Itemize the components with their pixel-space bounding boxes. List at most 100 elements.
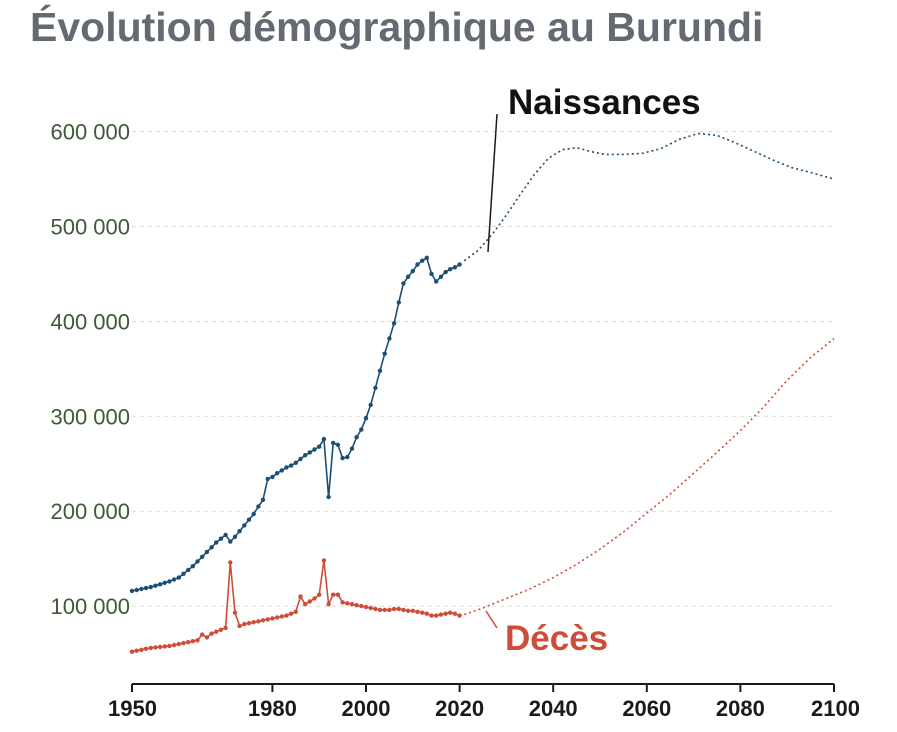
deces-point bbox=[429, 613, 434, 618]
naissances-point bbox=[279, 468, 284, 473]
deces-point bbox=[223, 625, 228, 631]
x-tick-label: 1980 bbox=[248, 696, 297, 721]
y-axis: 100 000 200 000 300 000 400 000 500 000 600 0… bbox=[50, 120, 130, 619]
naissances-point bbox=[195, 559, 200, 564]
naissances-point bbox=[391, 321, 397, 326]
naissances-point bbox=[410, 268, 415, 274]
naissances-projection-line bbox=[463, 132, 835, 262]
deces-point bbox=[401, 607, 406, 613]
x-tick-label: 2100 bbox=[811, 696, 860, 721]
naissances-leader-line bbox=[487, 113, 498, 253]
series-naissances bbox=[129, 132, 835, 594]
deces-point bbox=[349, 602, 355, 607]
series-layer bbox=[129, 132, 835, 654]
deces-point bbox=[153, 645, 158, 650]
deces-point bbox=[171, 642, 177, 648]
naissances-point bbox=[251, 511, 256, 517]
naissances-point bbox=[274, 471, 280, 476]
naissances-point bbox=[457, 262, 462, 267]
naissances-point bbox=[349, 446, 355, 451]
x-tick-label: 1950 bbox=[108, 696, 157, 721]
deces-point bbox=[218, 627, 224, 632]
x-tick-label: 2080 bbox=[716, 696, 765, 721]
naissances-point bbox=[129, 588, 135, 594]
deces-point bbox=[270, 616, 275, 621]
naissances-point bbox=[143, 585, 149, 591]
naissances-point bbox=[345, 454, 350, 460]
deces-point bbox=[209, 631, 214, 636]
deces-point bbox=[242, 621, 247, 627]
naissances-point bbox=[186, 567, 191, 573]
deces-point bbox=[228, 560, 233, 565]
deces-point bbox=[162, 644, 167, 649]
y-tick-label: 100 000 bbox=[50, 594, 130, 619]
deces-point bbox=[396, 606, 401, 612]
naissances-historical-line bbox=[131, 256, 461, 592]
deces-point bbox=[448, 610, 453, 615]
naissances-point bbox=[218, 536, 224, 541]
x-tick-label: 2040 bbox=[529, 696, 578, 721]
deces-point bbox=[181, 640, 186, 646]
deces-leader-line bbox=[485, 610, 498, 629]
naissances-point bbox=[377, 368, 383, 373]
naissances-point bbox=[396, 300, 401, 305]
deces-point bbox=[200, 632, 205, 637]
y-tick-label: 600 000 bbox=[50, 120, 130, 145]
naissances-point bbox=[270, 474, 275, 480]
naissances-point bbox=[153, 583, 158, 588]
deces-point bbox=[359, 603, 364, 609]
deces-point bbox=[284, 613, 289, 618]
deces-point bbox=[237, 623, 242, 629]
deces-point bbox=[317, 592, 322, 597]
deces-point bbox=[307, 599, 312, 604]
naissances-point bbox=[387, 336, 392, 341]
naissances-point bbox=[237, 528, 242, 534]
deces-point bbox=[288, 611, 294, 616]
naissances-point bbox=[284, 465, 289, 470]
naissances-point bbox=[134, 587, 139, 593]
naissances-point bbox=[363, 416, 369, 421]
series-labels: Naissances Décès bbox=[485, 83, 701, 658]
naissances-point bbox=[354, 435, 359, 440]
deces-point bbox=[415, 609, 420, 614]
naissances-point bbox=[181, 571, 186, 576]
naissances-point bbox=[307, 450, 312, 455]
naissances-point bbox=[443, 269, 448, 275]
grid bbox=[132, 131, 834, 607]
deces-point bbox=[167, 643, 172, 649]
naissances-point bbox=[405, 274, 411, 279]
naissances-point bbox=[171, 577, 177, 582]
x-tick-label: 2000 bbox=[342, 696, 391, 721]
deces-point bbox=[139, 647, 144, 652]
x-tick-label: 2020 bbox=[435, 696, 484, 721]
naissances-point bbox=[312, 447, 317, 452]
deces-point bbox=[373, 606, 378, 612]
naissances-point bbox=[340, 455, 345, 461]
deces-point bbox=[176, 641, 181, 647]
naissances-point bbox=[139, 586, 144, 592]
naissances-point bbox=[242, 523, 247, 528]
deces-point bbox=[195, 638, 200, 643]
deces-point bbox=[382, 607, 387, 613]
deces-point bbox=[410, 608, 415, 613]
deces-point bbox=[274, 615, 280, 620]
naissances-point bbox=[438, 274, 444, 279]
deces-point bbox=[438, 612, 444, 617]
naissances-point bbox=[335, 442, 341, 447]
naissances-point bbox=[162, 580, 167, 585]
deces-point bbox=[186, 640, 191, 645]
deces-point bbox=[214, 629, 219, 634]
naissances-point bbox=[326, 494, 331, 500]
naissances-point bbox=[373, 385, 378, 390]
naissances-point bbox=[317, 444, 322, 449]
y-tick-label: 200 000 bbox=[50, 499, 130, 524]
deces-point bbox=[377, 607, 383, 613]
naissances-point bbox=[246, 517, 252, 522]
naissances-point bbox=[448, 267, 453, 272]
naissances-point bbox=[176, 575, 181, 580]
naissances-point bbox=[429, 271, 434, 277]
naissances-point bbox=[298, 456, 303, 462]
deces-point bbox=[293, 609, 298, 614]
deces-point bbox=[331, 592, 336, 597]
